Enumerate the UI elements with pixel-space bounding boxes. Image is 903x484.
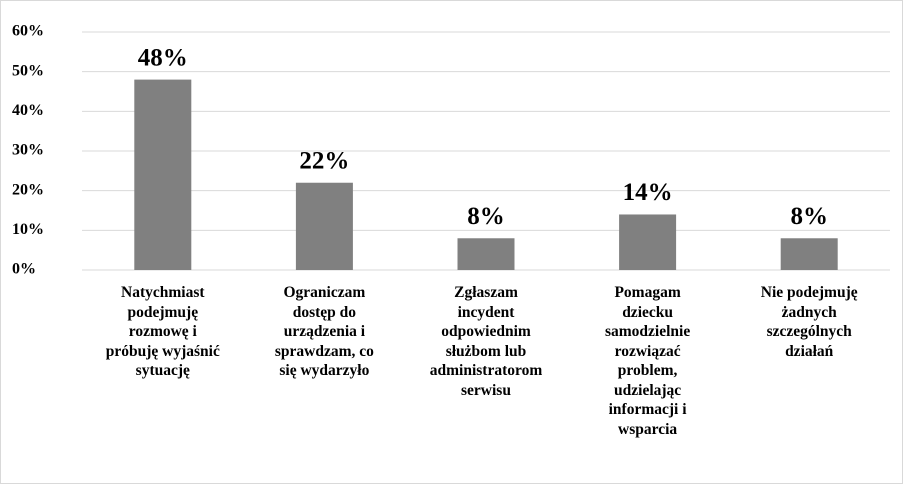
bar — [457, 238, 515, 270]
bar — [295, 182, 353, 270]
bar — [780, 238, 838, 270]
y-tick-label: 30% — [12, 142, 44, 159]
y-tick-label: 10% — [12, 221, 44, 238]
x-tick-label: Zgłaszam incydent odpowiednim służbom lu… — [429, 284, 543, 399]
data-label: 8% — [790, 203, 828, 230]
data-label: 14% — [623, 179, 673, 206]
x-tick-label: Ograniczam dostęp do urządzenia i sprawd… — [274, 284, 374, 379]
y-tick-label: 20% — [12, 181, 44, 198]
x-tick-label: Pomagam dziecku samodzielnie rozwiązać p… — [604, 284, 691, 438]
bar — [134, 79, 192, 270]
x-tick-label: Natychmiast podejmuję rozmowę i próbuję … — [105, 284, 220, 379]
y-tick-label: 0% — [12, 261, 36, 278]
y-tick-label: 40% — [12, 102, 44, 119]
y-tick-label: 60% — [12, 23, 44, 40]
bar — [619, 214, 677, 270]
data-label: 48% — [138, 44, 188, 71]
data-label: 8% — [467, 203, 505, 230]
x-tick-label: Nie podejmuję żadnych szczególnych dział… — [760, 284, 858, 360]
data-label: 22% — [299, 147, 349, 174]
y-tick-label: 50% — [12, 62, 44, 79]
